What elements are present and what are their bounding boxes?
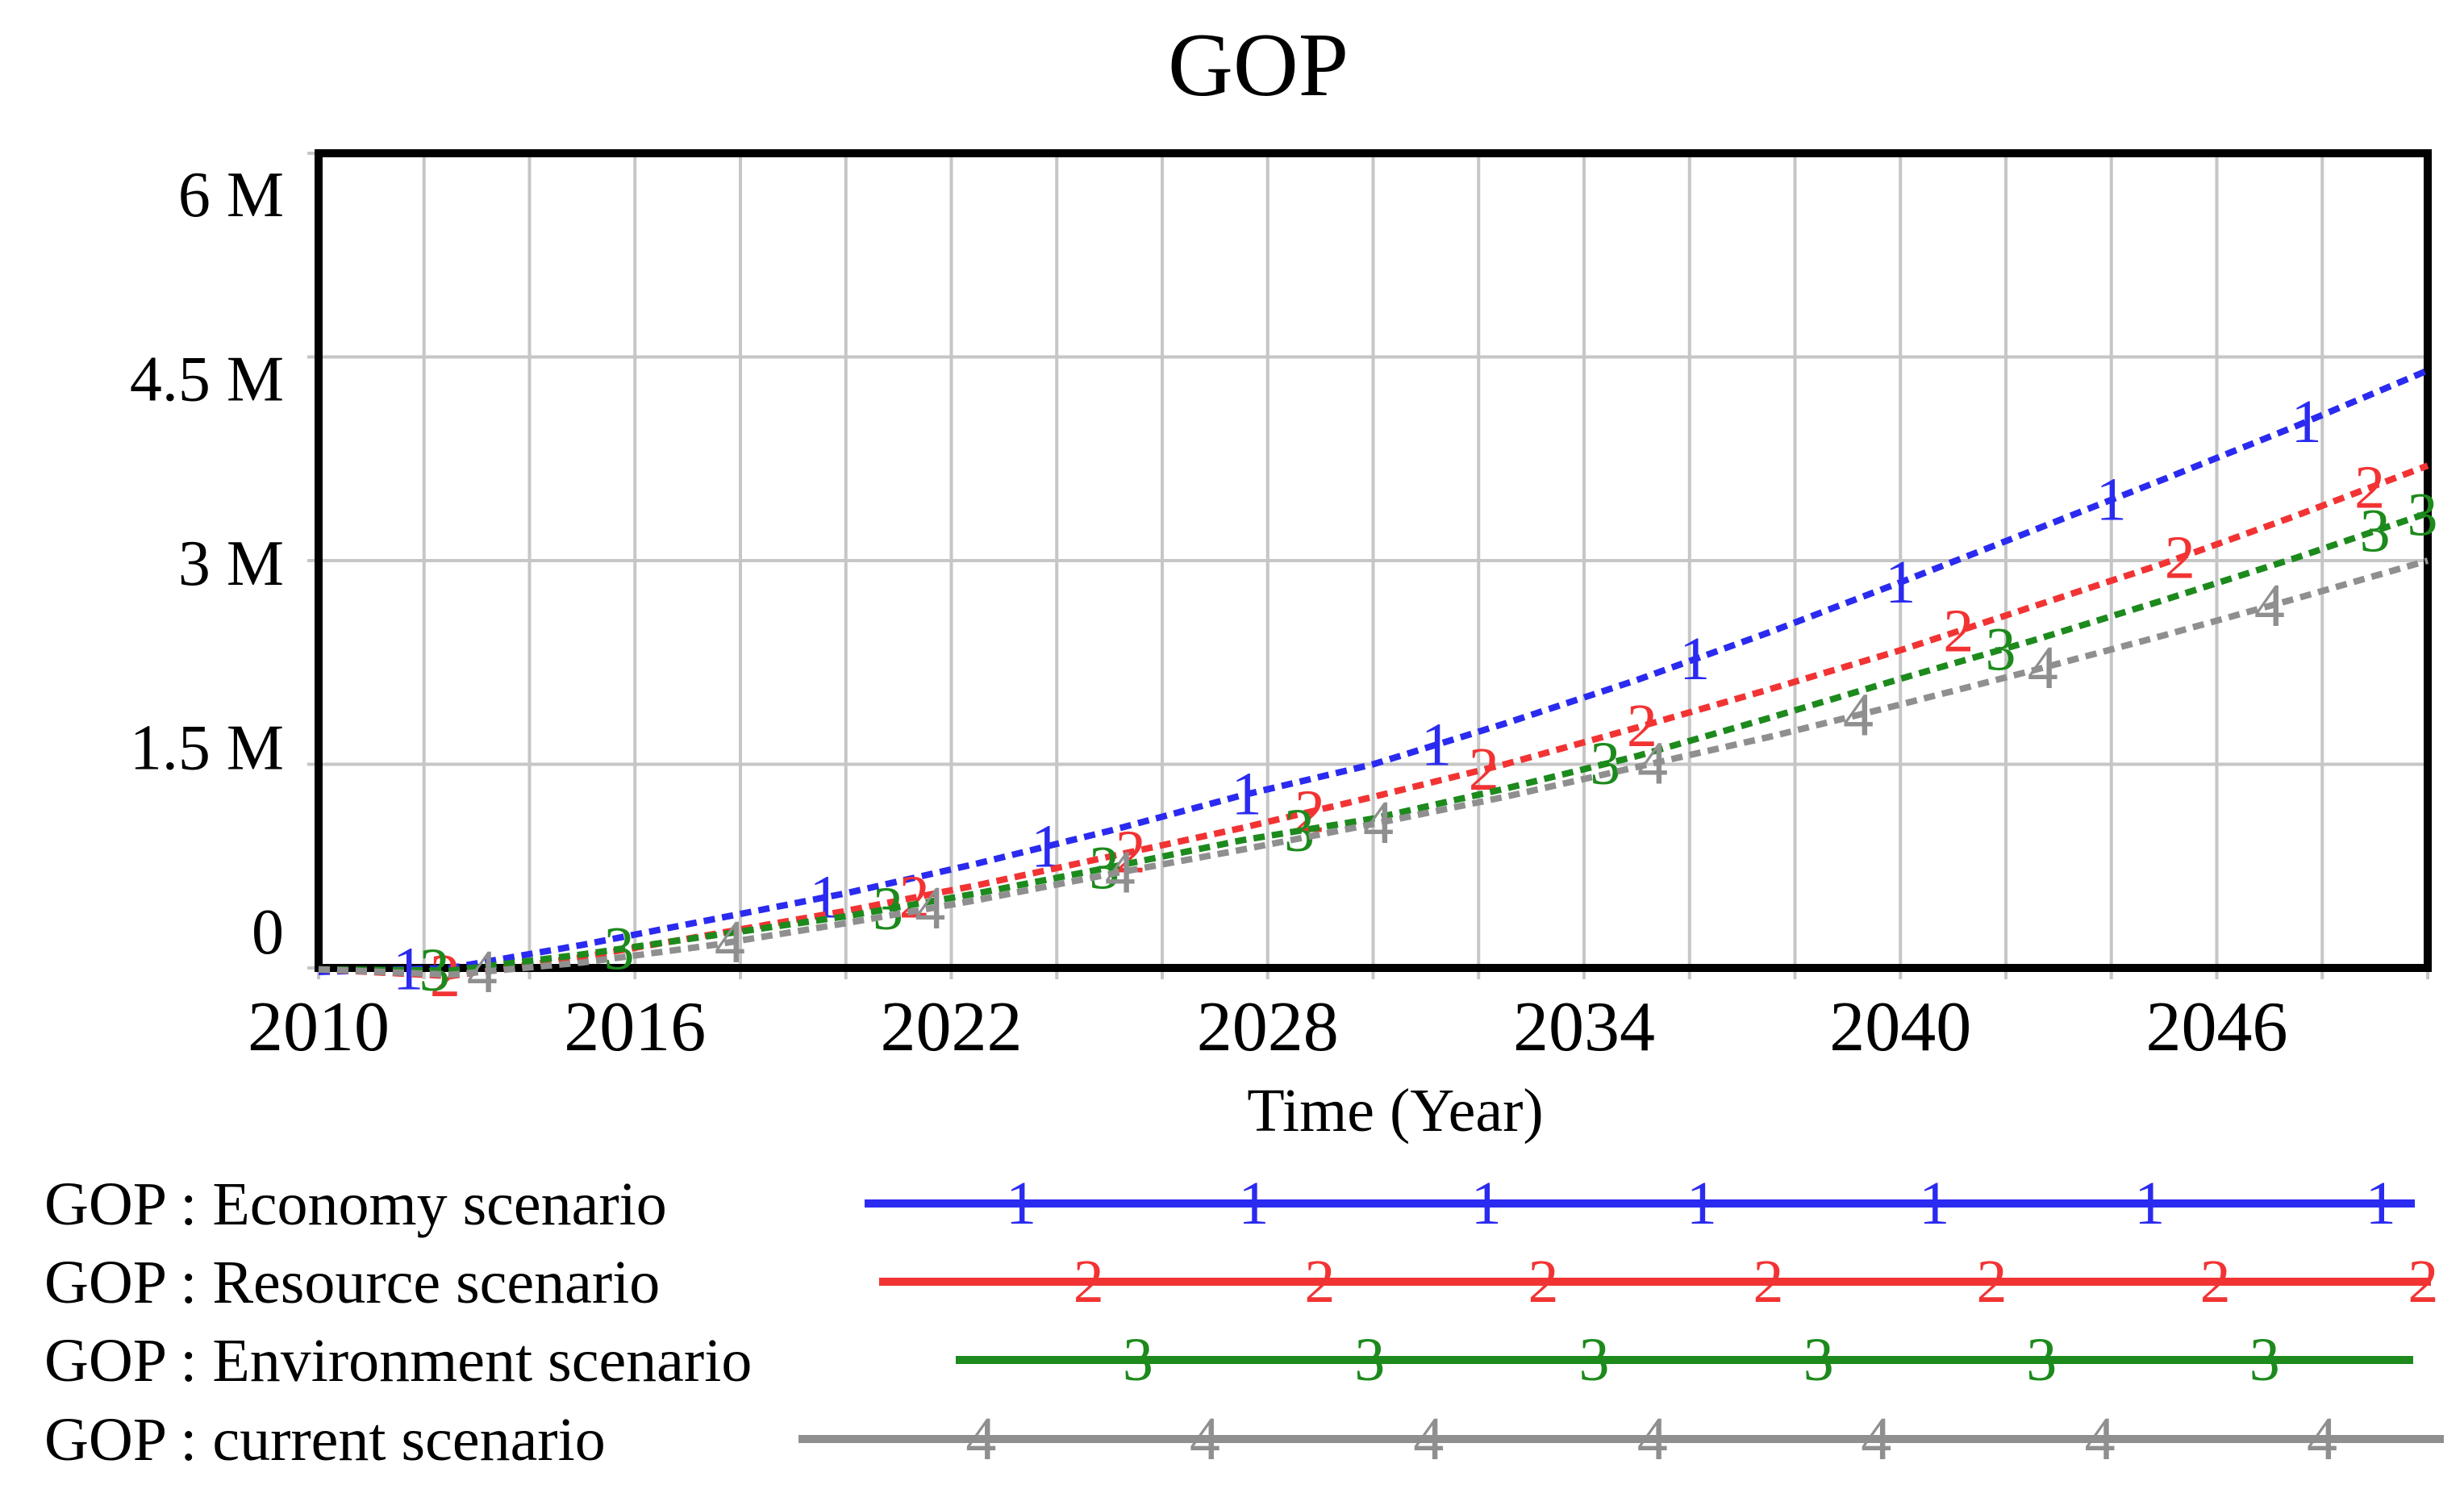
curve-marker-digit: 3 — [2408, 481, 2438, 549]
curve-marker-digit: 2 — [899, 864, 930, 932]
legend-marker-digit: 1 — [1919, 1170, 1949, 1237]
legend-marker-digit: 4 — [2085, 1405, 2116, 1473]
series-line-1 — [318, 367, 2429, 975]
legend-label: GOP : current scenario — [44, 1406, 606, 1474]
curve-marker-digit: 4 — [1637, 729, 1668, 797]
curve-marker-digit: 4 — [467, 938, 498, 1006]
curve-marker-digit: 1 — [2291, 388, 2322, 456]
x-axis-title: Time (Year) — [1247, 1077, 1543, 1145]
series-line-3 — [318, 510, 2429, 974]
legend-marker-digit: 4 — [1637, 1405, 1668, 1473]
legend-marker-digit: 2 — [2408, 1248, 2438, 1316]
curve-marker-digit: 3 — [419, 936, 450, 1004]
x-tick-label: 2046 — [2146, 988, 2288, 1066]
legend-row-4: GOP : current scenario 4 4 4 4 4 4 4 — [44, 1405, 2444, 1474]
legend-marker-digit: 1 — [2366, 1170, 2396, 1237]
x-tick-label: 2040 — [1829, 988, 1971, 1066]
legend-marker-digit: 4 — [1413, 1405, 1444, 1473]
legend-marker-digit: 1 — [1238, 1170, 1269, 1237]
legend-marker-digit: 1 — [1471, 1170, 1502, 1237]
y-tick-label: 1.5 M — [130, 713, 284, 784]
legend-marker-digit: 2 — [2200, 1248, 2231, 1316]
curve-marker-digit: 3 — [873, 875, 903, 943]
legend-marker-digit: 3 — [1354, 1326, 1385, 1394]
curve-marker-digit: 4 — [1363, 789, 1394, 857]
curve-marker-digit: 3 — [2360, 497, 2391, 565]
legend-marker-digit: 4 — [1190, 1405, 1220, 1473]
curve-marker-digit: 1 — [1232, 761, 1262, 828]
legend: GOP : Economy scenario 1 1 1 1 1 1 1 GOP : Resou… — [44, 1170, 2444, 1474]
curve-marker-digit: 1 — [1679, 625, 1710, 693]
x-tick-label: 2022 — [881, 988, 1023, 1066]
legend-marker-digit: 4 — [1861, 1405, 1891, 1473]
curve-marker-digit: 3 — [1284, 797, 1315, 865]
curve-marker-digit: 4 — [2028, 634, 2058, 702]
legend-label: GOP : Environment scenario — [44, 1327, 752, 1395]
curve-marker-digit: 2 — [2354, 454, 2385, 522]
legend-marker-digit: 3 — [2249, 1326, 2280, 1394]
curve-marker-digit: 2 — [1115, 818, 1146, 886]
curve-marker-digit: 3 — [1089, 835, 1119, 903]
x-tick-label: 2016 — [564, 988, 706, 1066]
curve-marker-digit: 3 — [1590, 730, 1620, 798]
curve-marker-digit: 2 — [1943, 597, 1974, 665]
y-tick-label: 6 M — [178, 160, 284, 231]
legend-marker-digit: 1 — [1006, 1170, 1036, 1237]
x-tick-label: 2028 — [1197, 988, 1339, 1066]
legend-marker-digit: 3 — [1579, 1326, 1610, 1394]
legend-row-1: GOP : Economy scenario 1 1 1 1 1 1 1 — [44, 1170, 2415, 1238]
legend-row-3: GOP : Environment scenario 3 3 3 3 3 3 — [44, 1326, 2413, 1395]
legend-marker-digit: 4 — [965, 1405, 996, 1473]
curve-marker-digit: 4 — [1105, 838, 1136, 906]
curve-marker-digit: 4 — [715, 908, 745, 976]
y-tick-label: 3 M — [178, 528, 284, 599]
axis-labels: 0 1.5 M 3 M 4.5 M 6 M 2010 2016 2022 2028 2034 204… — [130, 15, 2288, 1145]
legend-marker-digit: 2 — [1528, 1248, 1559, 1316]
series-line-4 — [318, 557, 2429, 978]
legend-marker-digit: 3 — [1123, 1326, 1153, 1394]
curve-marker-digit: 4 — [1843, 681, 1874, 749]
legend-marker-digit: 2 — [1753, 1248, 1784, 1316]
curve-marker-digit: 1 — [1885, 549, 1916, 616]
x-tick-label: 2034 — [1513, 988, 1655, 1066]
y-tick-label: 0 — [252, 897, 284, 968]
legend-marker-digit: 1 — [1686, 1170, 1717, 1237]
curve-marker-digit: 4 — [915, 874, 945, 942]
legend-label: GOP : Resource scenario — [44, 1249, 660, 1316]
curve-marker-digit: 3 — [604, 916, 635, 983]
x-tick-label: 2010 — [248, 988, 390, 1066]
curve-marker-digit: 2 — [2165, 523, 2195, 591]
curve-marker-digit: 1 — [1421, 711, 1452, 778]
legend-marker-digit: 3 — [1803, 1326, 1834, 1394]
curve-marker-digit: 1 — [2096, 466, 2127, 534]
legend-label: GOP : Economy scenario — [44, 1170, 667, 1238]
legend-marker-digit: 4 — [2307, 1405, 2337, 1473]
legend-marker-digit: 2 — [1304, 1248, 1335, 1316]
chart-title: GOP — [1168, 15, 1349, 115]
legend-marker-digit: 2 — [1977, 1248, 2007, 1316]
legend-marker-digit: 1 — [2134, 1170, 2165, 1237]
legend-marker-digit: 2 — [1074, 1248, 1104, 1316]
curve-marker-digit: 3 — [1986, 616, 2016, 684]
legend-marker-digit: 3 — [2026, 1326, 2057, 1394]
legend-row-2: GOP : Resource scenario 2 2 2 2 2 2 2 — [44, 1248, 2438, 1316]
curve-marker-digit: 4 — [2254, 572, 2285, 640]
y-tick-label: 4.5 M — [130, 344, 284, 415]
series-4: 4 4 4 4 4 4 4 4 4 — [318, 557, 2429, 1006]
